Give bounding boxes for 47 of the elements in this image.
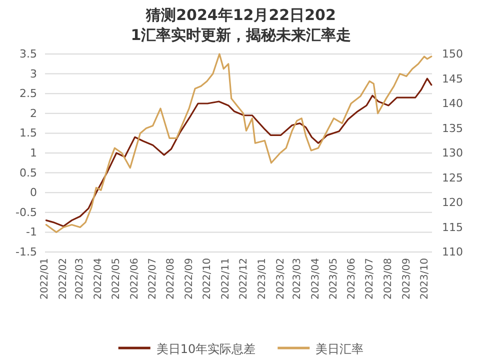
x-tick-label: 2023/08 (383, 258, 394, 300)
x-tick-label: 2022/09 (184, 258, 196, 300)
x-tick-label: 2023/07 (364, 258, 376, 300)
y-tick-label: 1.5 (20, 126, 37, 140)
y-tick-label: -0.5 (16, 206, 37, 219)
y2-tick-label: 130 (442, 146, 463, 160)
line-series (45, 53, 432, 233)
x-tick-label: 2022/03 (74, 258, 86, 300)
legend-label: 美日10年实际息差 (156, 342, 256, 356)
chart-title: 猜测2024年12月22日2021汇率实时更新，揭秘未来汇率走 (130, 6, 352, 44)
y2-tick-label: 145 (442, 72, 463, 86)
x-tick-label: 2022/05 (110, 258, 122, 300)
x-tick-label: 2023/01 (256, 258, 268, 300)
y-tick-label: -1.5 (16, 246, 37, 259)
x-tick-label: 2022/12 (238, 258, 250, 300)
x-tick-label: 2023/02 (275, 258, 286, 300)
y-tick-label: 0.5 (20, 166, 37, 180)
x-tick-label: 2022/06 (129, 258, 140, 300)
line-series (45, 78, 432, 228)
y2-tick-label: 120 (442, 196, 463, 210)
x-tick-label: 2023/03 (292, 258, 303, 300)
x-tick-label: 2022/10 (202, 258, 214, 300)
y2-tick-label: 125 (442, 171, 463, 184)
x-tick-label: 2023/10 (419, 258, 430, 300)
x-tick-label: 2022/08 (166, 258, 177, 300)
y-tick-label: -1 (26, 226, 37, 239)
x-tick-label: 2022/04 (93, 258, 104, 300)
y2-tick-label: 115 (442, 220, 463, 234)
y-tick-label: 2.5 (20, 87, 37, 100)
y-tick-label: 1 (30, 146, 37, 160)
x-tick-label: 2023/05 (328, 258, 340, 300)
x-tick-label: 2022/01 (40, 258, 50, 300)
x-tick-label: 2023/09 (401, 258, 412, 300)
x-tick-label: 2022/02 (58, 258, 69, 300)
x-tick-label: 2023/04 (310, 258, 322, 300)
y2-tick-label: 150 (442, 48, 463, 61)
y2-tick-label: 110 (442, 246, 463, 259)
y-tick-label: 2 (30, 106, 37, 120)
legend-label: 美日汇率 (316, 342, 364, 356)
y-tick-label: 0 (30, 186, 37, 200)
y2-tick-label: 140 (442, 97, 463, 110)
x-tick-label: 2023/06 (346, 258, 358, 300)
y-tick-label: 3 (30, 67, 37, 80)
y-tick-label: 3.5 (20, 48, 37, 61)
y2-tick-label: 135 (442, 122, 463, 135)
x-tick-label: 2022/11 (220, 258, 232, 300)
x-tick-label: 2022/07 (147, 258, 158, 300)
